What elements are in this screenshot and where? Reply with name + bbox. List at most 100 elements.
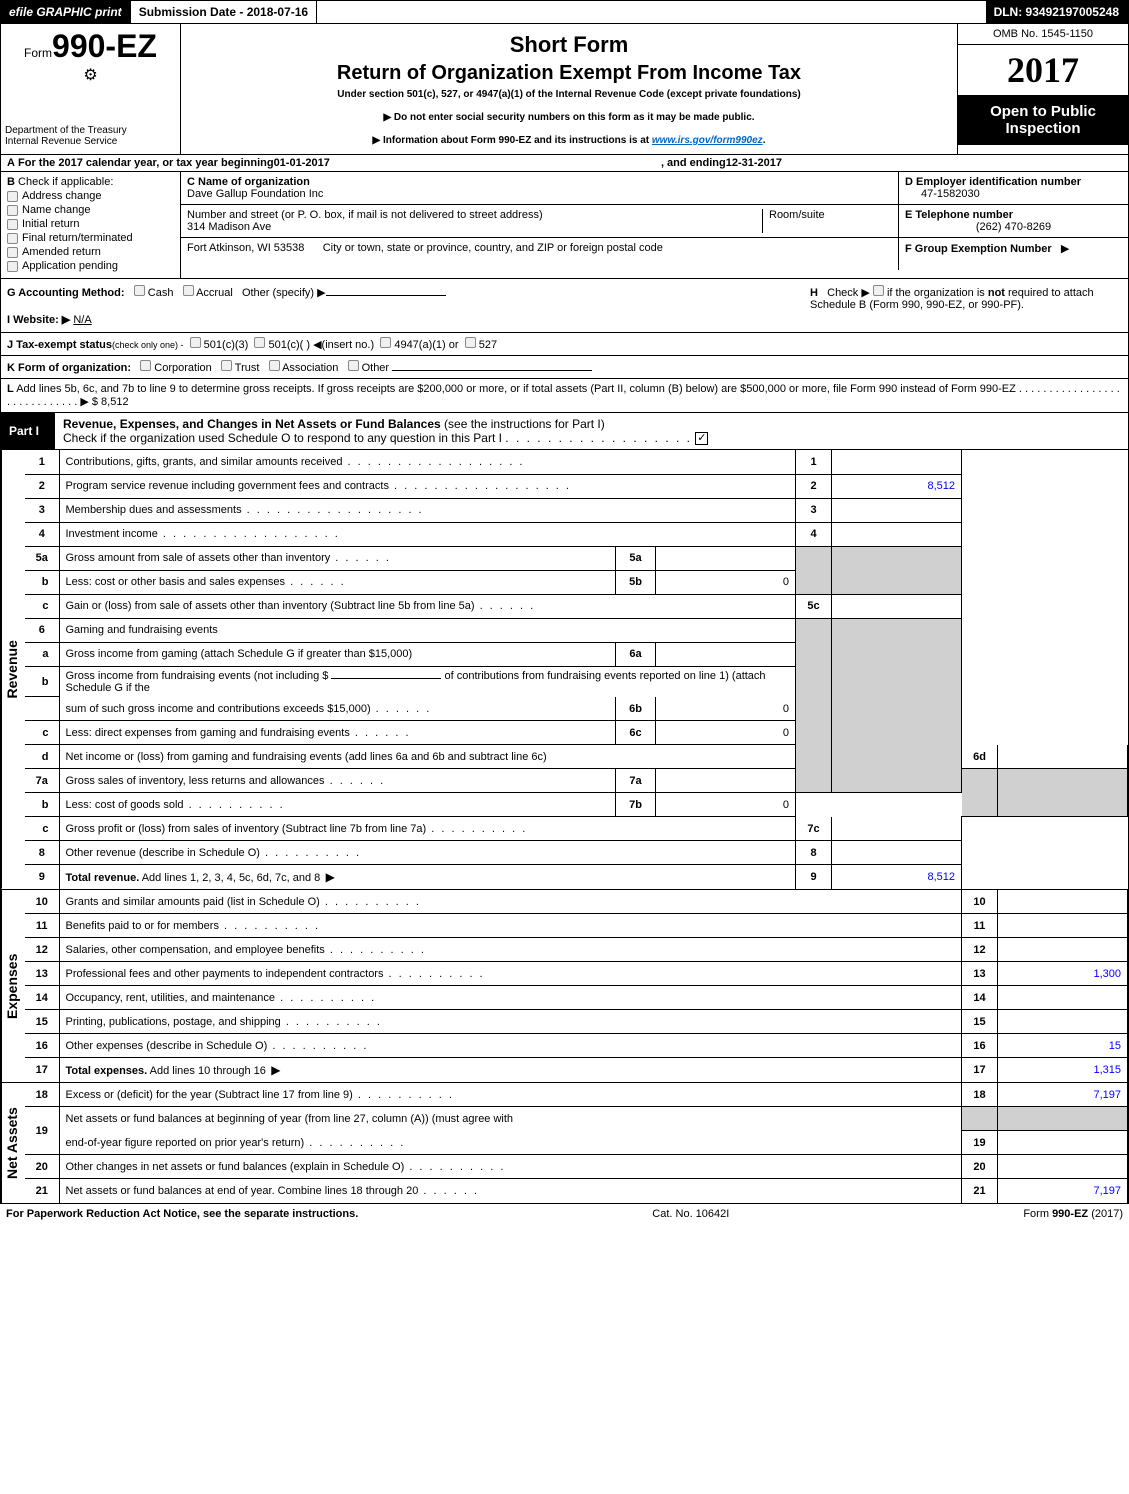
l5a-desc: Gross amount from sale of assets other t… [66,552,391,564]
check-final-return[interactable]: Final return/terminated [7,232,174,244]
j-sub: (check only one) - [112,340,184,350]
radio-icon[interactable] [190,337,201,348]
f-arrow-icon: ▶ [1061,243,1069,255]
part-i-dots [505,431,692,445]
4947a1: 4947(a)(1) or [394,339,458,351]
g-label: G Accounting Method: [7,287,125,299]
l7a-desc: Gross sales of inventory, less returns a… [66,775,325,787]
checkbox-list: Address change Name change Initial retur… [7,190,174,272]
l10-desc: Grants and similar amounts paid (list in… [66,896,320,908]
line-18: 18Excess or (deficit) for the year (Subt… [25,1083,1128,1107]
check-amended[interactable]: Amended return [7,246,174,258]
l6c-desc: Less: direct expenses from gaming and fu… [66,727,350,739]
website: N/A [73,314,91,326]
h-check-text: Check ▶ [827,287,870,299]
netassets-section: Net Assets 18Excess or (deficit) for the… [0,1083,1129,1204]
l5b-desc: Less: cost or other basis and sales expe… [66,576,346,588]
row-j: J Tax-exempt status(check only one) - 50… [1,333,1128,356]
check-name-change[interactable]: Name change [7,204,174,216]
l1-desc: Contributions, gifts, grants, and simila… [66,456,525,468]
l19-desc2: end-of-year figure reported on prior yea… [66,1137,305,1149]
part-i-label: Part I [9,424,39,438]
street: 314 Madison Ave [187,221,762,233]
tax-year: 2017 [958,45,1128,95]
other-org: Other [362,362,390,374]
line-1: 1 Contributions, gifts, grants, and simi… [25,450,1128,474]
radio-icon[interactable] [221,360,232,371]
l6b-amount-input[interactable] [331,678,441,679]
l20-desc: Other changes in net assets or fund bala… [66,1161,405,1173]
radio-icon[interactable] [254,337,265,348]
header-block: Form990-EZ ⚙ Department of the Treasury … [0,24,1129,155]
section-b: B Check if applicable: Address change Na… [1,172,181,278]
line-11: 11Benefits paid to or for members11 [25,914,1128,938]
radio-icon[interactable] [348,360,359,371]
radio-icon[interactable] [873,285,884,296]
line-17: 17Total expenses. Add lines 10 through 1… [25,1058,1128,1082]
ein: 47-1582030 [905,188,1122,200]
title-cell: Short Form Return of Organization Exempt… [181,24,958,154]
l18-desc: Excess or (deficit) for the year (Subtra… [66,1089,353,1101]
omb-number: OMB No. 1545-1150 [958,24,1128,45]
schedule-o-check[interactable] [695,432,708,445]
part-i-checkline: Check if the organization used Schedule … [63,431,502,445]
radio-icon[interactable] [269,360,280,371]
org-name: Dave Gallup Foundation Inc [187,188,892,200]
line-16: 16Other expenses (describe in Schedule O… [25,1034,1128,1058]
row-a-label: A [7,157,15,169]
line-13: 13Professional fees and other payments t… [25,962,1128,986]
l4-desc: Investment income [66,528,340,540]
other-specify-input[interactable] [326,295,446,296]
l-amount: $ 8,512 [92,396,129,408]
radio-icon[interactable] [140,360,151,371]
radio-icon[interactable] [465,337,476,348]
line-20: 20Other changes in net assets or fund ba… [25,1155,1128,1179]
d-label: D Employer identification number [905,176,1122,188]
dln: DLN: 93492197005248 [986,1,1128,23]
line-8: 8 Other revenue (describe in Schedule O)… [25,841,1128,865]
expenses-table: 10Grants and similar amounts paid (list … [25,890,1128,1082]
l7b-desc: Less: cost of goods sold [66,799,184,811]
h-text2: if the organization is [887,287,988,299]
check-initial-return[interactable]: Initial return [7,218,174,230]
check-pending[interactable]: Application pending [7,260,174,272]
j-label: J Tax-exempt status [7,339,112,351]
seal-icon: ⚙ [5,65,176,85]
radio-icon[interactable] [134,285,145,296]
cat-no: Cat. No. 10642I [652,1208,729,1220]
revenue-sidebar: Revenue [1,450,25,889]
row-k: K Form of organization: Corporation Trus… [1,356,1128,379]
l-label: L [7,383,14,395]
line-6: 6 Gaming and fundraising events [25,618,1128,642]
check-address-change[interactable]: Address change [7,190,174,202]
i-label: I Website: ▶ [7,314,70,326]
line-14: 14Occupancy, rent, utilities, and mainte… [25,986,1128,1010]
line-6b-1: b Gross income from fundraising events (… [25,666,1128,697]
form990ez-link[interactable]: www.irs.gov/form990ez [652,135,763,146]
street-cell: Number and street (or P. O. box, if mail… [181,205,898,238]
radio-icon[interactable] [183,285,194,296]
radio-icon[interactable] [380,337,391,348]
line-9: 9 Total revenue. Add lines 1, 2, 3, 4, 5… [25,865,1128,889]
line-5c: c Gain or (loss) from sale of assets oth… [25,594,1128,618]
return-title: Return of Organization Exempt From Incom… [189,62,949,85]
row-l: L Add lines 5b, 6c, and 7b to line 9 to … [1,379,1128,412]
cash-option: Cash [148,287,174,299]
line-7c: c Gross profit or (loss) from sales of i… [25,817,1128,841]
l17-bold: Total expenses. [66,1065,148,1077]
association: Association [282,362,338,374]
h-not: not [988,287,1005,299]
radio-icon [7,261,18,272]
arrow-line-2: ▶ Information about Form 990-EZ and its … [189,135,949,146]
expenses-section: Expenses 10Grants and similar amounts pa… [0,890,1129,1083]
other-org-input[interactable] [392,370,592,371]
radio-icon [7,233,18,244]
line-5a: 5a Gross amount from sale of assets othe… [25,546,1128,570]
l11-desc: Benefits paid to or for members [66,920,219,932]
radio-icon [7,219,18,230]
l2-desc: Program service revenue including govern… [66,480,571,492]
l17-desc: Add lines 10 through 16 [147,1065,266,1077]
arrow-line-1: ▶ Do not enter social security numbers o… [189,112,949,123]
line-10: 10Grants and similar amounts paid (list … [25,890,1128,914]
h-label: H [810,287,818,299]
